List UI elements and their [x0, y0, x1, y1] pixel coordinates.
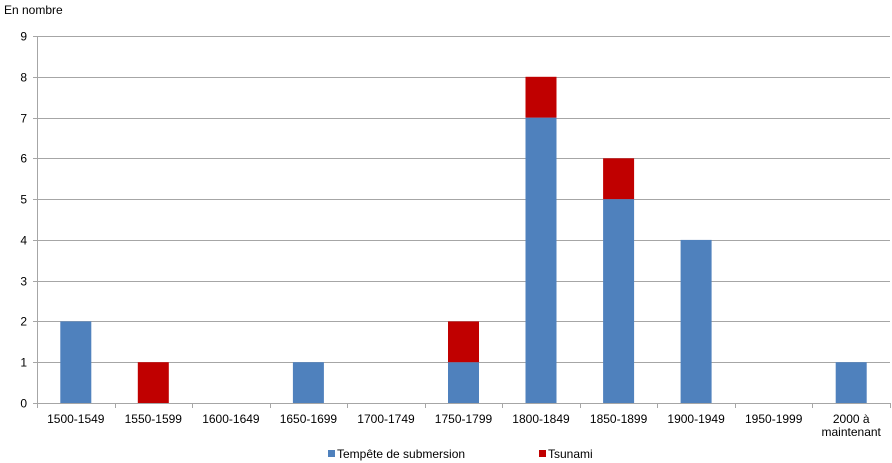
- x-tick-label-8: 1900-1949: [667, 412, 725, 426]
- bar-tempete-3: [292, 362, 324, 403]
- y-tick-label-7: 7: [20, 112, 27, 126]
- y-tick-label-3: 3: [20, 275, 27, 289]
- y-tick-label-6: 6: [20, 152, 27, 166]
- bar-tempete-5: [448, 362, 479, 403]
- bar-tempete-0: [60, 321, 92, 403]
- legend-label-tsunami: Tsunami: [548, 447, 593, 461]
- bar-tempete-6: [525, 117, 557, 403]
- y-tick-label-0: 0: [20, 397, 27, 411]
- bar-tsunami-5: [448, 321, 479, 363]
- x-tick-label-4: 1700-1749: [357, 412, 415, 426]
- x-tick-label-6: 1800-1849: [512, 412, 570, 426]
- bar-tsunami-7: [603, 158, 635, 200]
- legend-swatch-tsunami: [539, 450, 546, 457]
- bar-tsunami-1: [137, 362, 169, 403]
- x-tick-label-2: 1600-1649: [202, 412, 260, 426]
- y-tick-label-8: 8: [20, 71, 27, 85]
- x-tick-label-9: 1950-1999: [745, 412, 803, 426]
- x-tick-label-3: 1650-1699: [280, 412, 338, 426]
- y-tick-label-5: 5: [20, 193, 27, 207]
- y-tick-label-1: 1: [20, 356, 27, 370]
- x-tick-label-1: 1550-1599: [125, 412, 183, 426]
- y-axis-title: En nombre: [4, 3, 63, 17]
- bar-tempete-10: [835, 362, 867, 403]
- x-tick-label-10: 2000 à maintenant: [822, 412, 882, 439]
- x-tick-label-0: 1500-1549: [47, 412, 105, 426]
- y-tick-label-9: 9: [20, 30, 27, 44]
- legend-label-tempete: Tempête de submersion: [337, 447, 465, 461]
- x-tick-label-7: 1850-1899: [590, 412, 648, 426]
- bar-tempete-8: [680, 239, 712, 403]
- bar-tempete-7: [603, 199, 635, 403]
- bar-tsunami-6: [525, 76, 557, 118]
- x-tick-label-5: 1750-1799: [435, 412, 493, 426]
- legend-swatch-tempete: [328, 450, 335, 457]
- y-tick-label-4: 4: [20, 234, 27, 248]
- y-tick-label-2: 2: [20, 315, 27, 329]
